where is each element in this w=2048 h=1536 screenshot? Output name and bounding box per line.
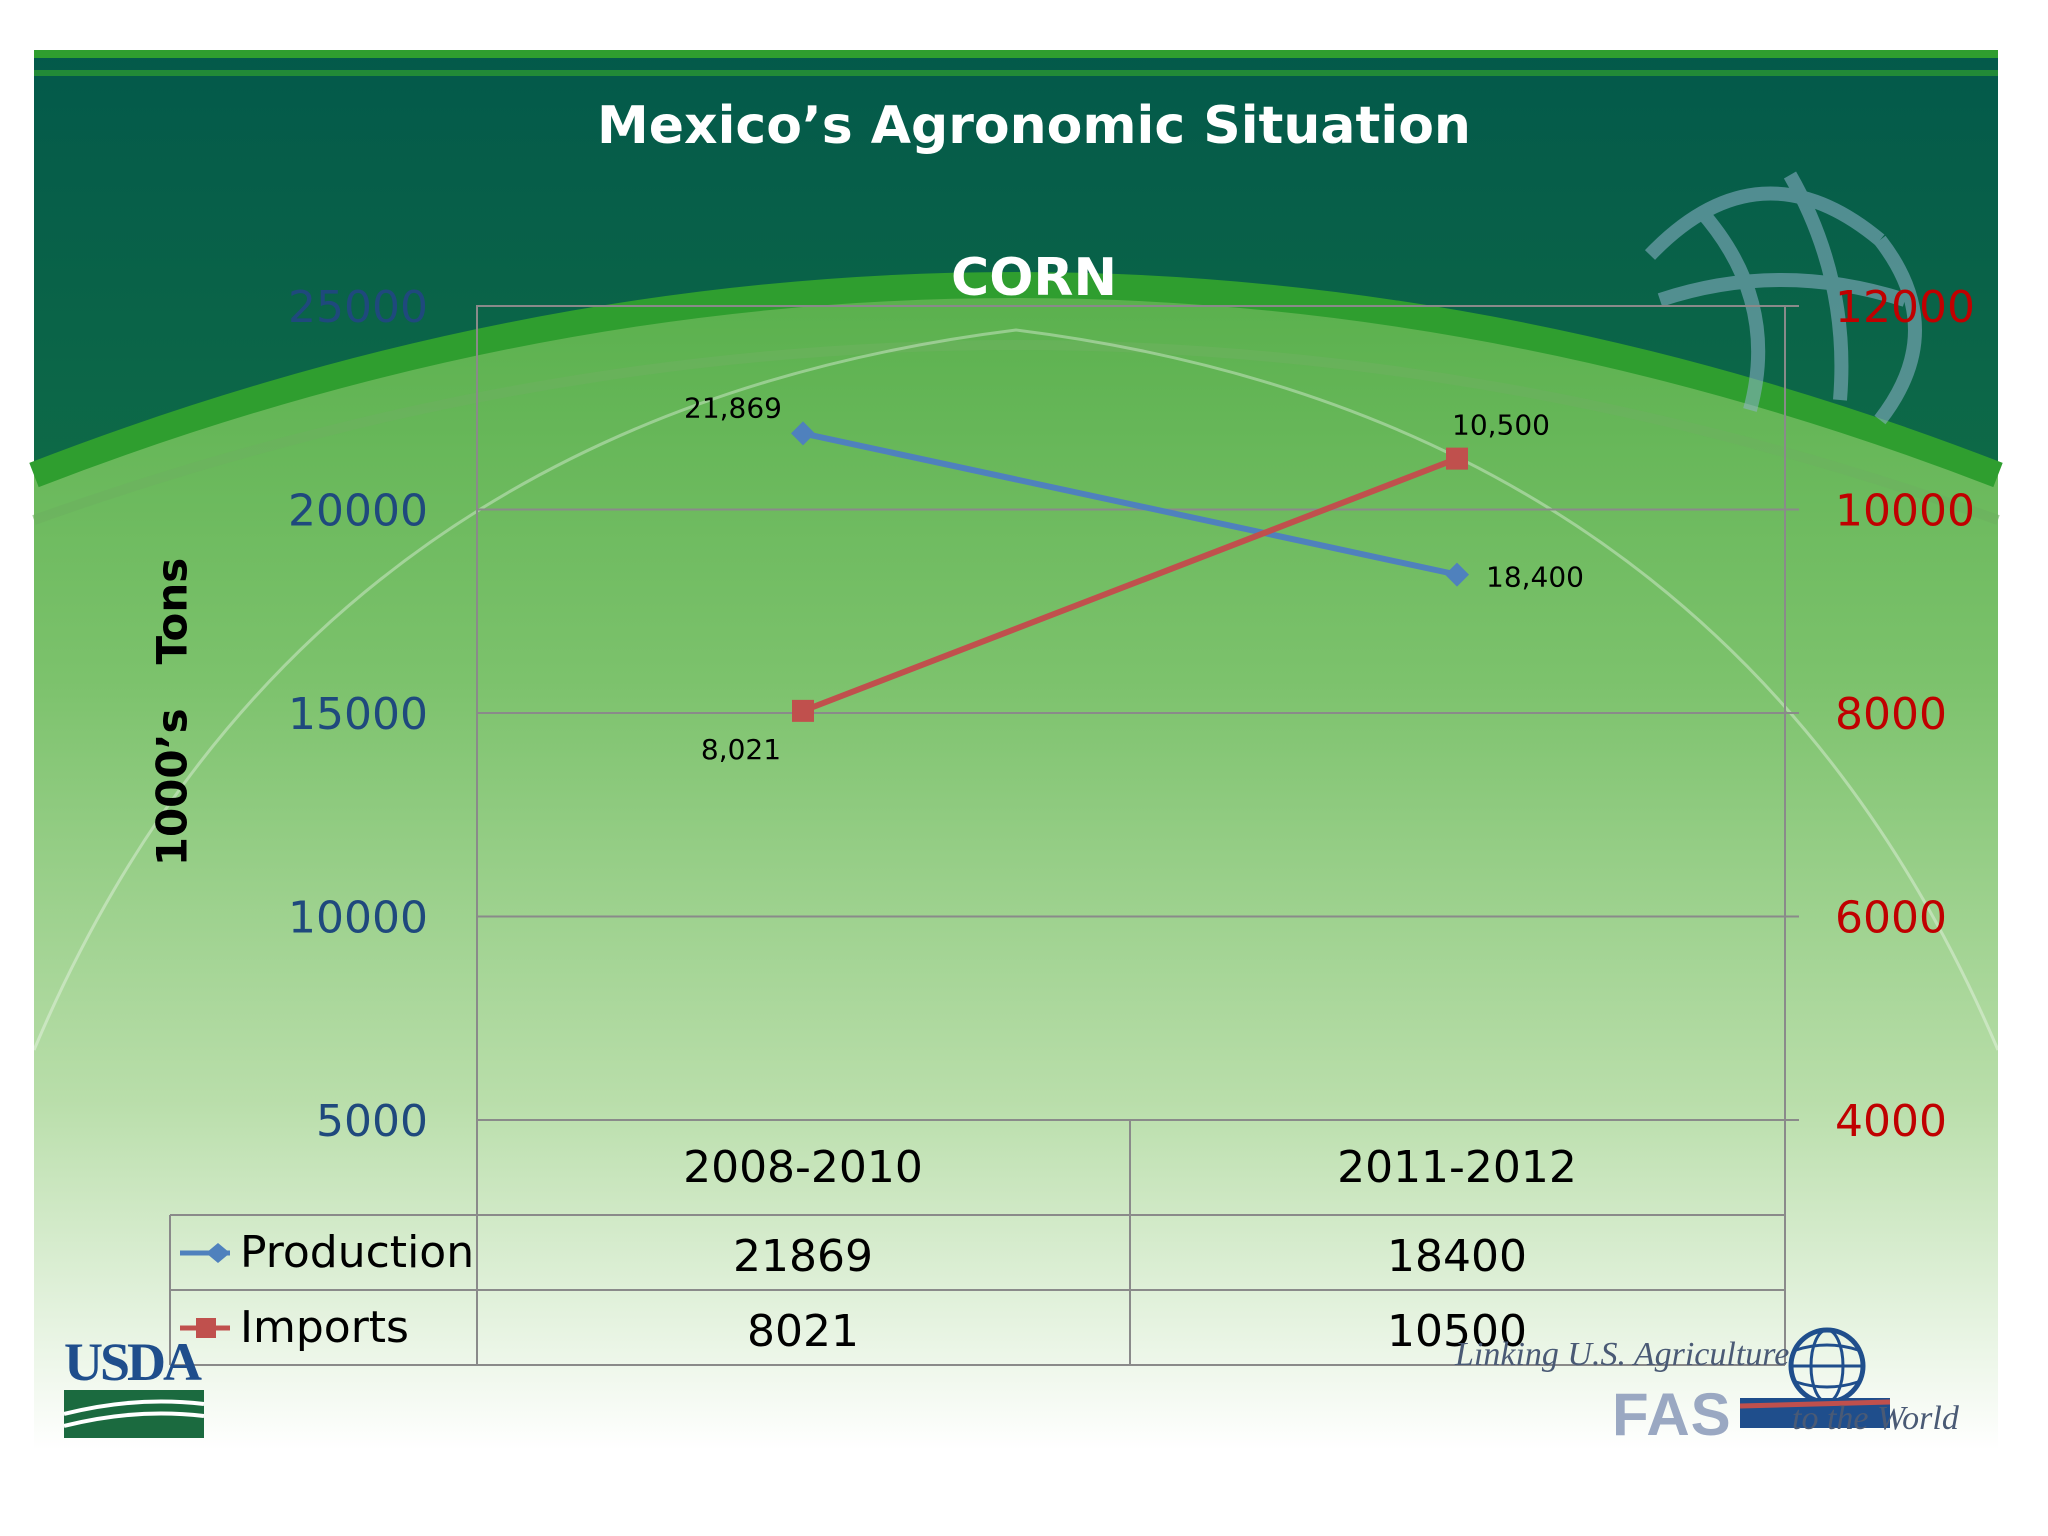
data-label: 21,869: [684, 391, 782, 424]
fas-world-text: to the World: [1792, 1400, 1959, 1437]
left-axis-tick-label: 5000: [316, 1096, 428, 1147]
left-axis-tick-label: 25000: [288, 282, 428, 333]
left-axis-tick-label: 20000: [288, 486, 428, 537]
right-axis-tick-label: 6000: [1835, 893, 1947, 944]
table-row-label: Imports: [240, 1302, 409, 1353]
right-axis-tick-label: 8000: [1835, 689, 1947, 740]
right-axis-tick-label: 10000: [1835, 486, 1975, 537]
top-green-bar-2: [34, 70, 1998, 76]
table-cell-value: 18400: [1387, 1231, 1527, 1282]
dome-arc-line: [32, 328, 2000, 1051]
dome-rim: [29, 272, 2003, 488]
usda-logo-icon: [64, 1390, 205, 1438]
fas-acronym: FAS: [1612, 1381, 1732, 1448]
chart-title: CORN: [951, 248, 1117, 308]
data-point-square: [1446, 447, 1468, 470]
dome-inner-rim: [32, 340, 2000, 525]
left-axis-tick-label: 10000: [288, 893, 428, 944]
legend-key-diamond-marker: [206, 1243, 230, 1263]
data-label: 8,021: [701, 733, 781, 766]
fas-tagline: Linking U.S. Agriculture: [1455, 1336, 1790, 1373]
data-point-square: [792, 699, 814, 722]
right-axis-tick-label: 12000: [1835, 282, 1975, 333]
top-green-bar: [34, 50, 1998, 58]
slide-title: Mexico’s Agronomic Situation: [597, 96, 1471, 156]
table-cell-value: 10500: [1387, 1306, 1527, 1357]
usda-logo-text: USDA: [64, 1332, 202, 1392]
series-line-imports: [801, 455, 1459, 714]
right-axis-tick-label: 4000: [1835, 1096, 1947, 1147]
data-point-diamond: [1445, 562, 1469, 587]
usda-logo: USDA: [64, 1334, 209, 1438]
table-row-label: Production: [240, 1227, 474, 1278]
table-cell-value: 21869: [733, 1231, 873, 1282]
category-label: 2008-2010: [683, 1142, 923, 1193]
dark-header-band: [34, 50, 1998, 475]
table-cell-value: 8021: [747, 1306, 859, 1357]
series-line-production: [802, 430, 1458, 578]
data-label: 10,500: [1452, 409, 1550, 442]
legend-key-square-marker: [196, 1318, 216, 1338]
fas-flag-stripes-icon: [1740, 1398, 1890, 1428]
data-label: 18,400: [1486, 561, 1584, 594]
left-axis-tick-label: 15000: [288, 689, 428, 740]
data-point-diamond: [791, 421, 815, 446]
category-label: 2011-2012: [1337, 1142, 1577, 1193]
